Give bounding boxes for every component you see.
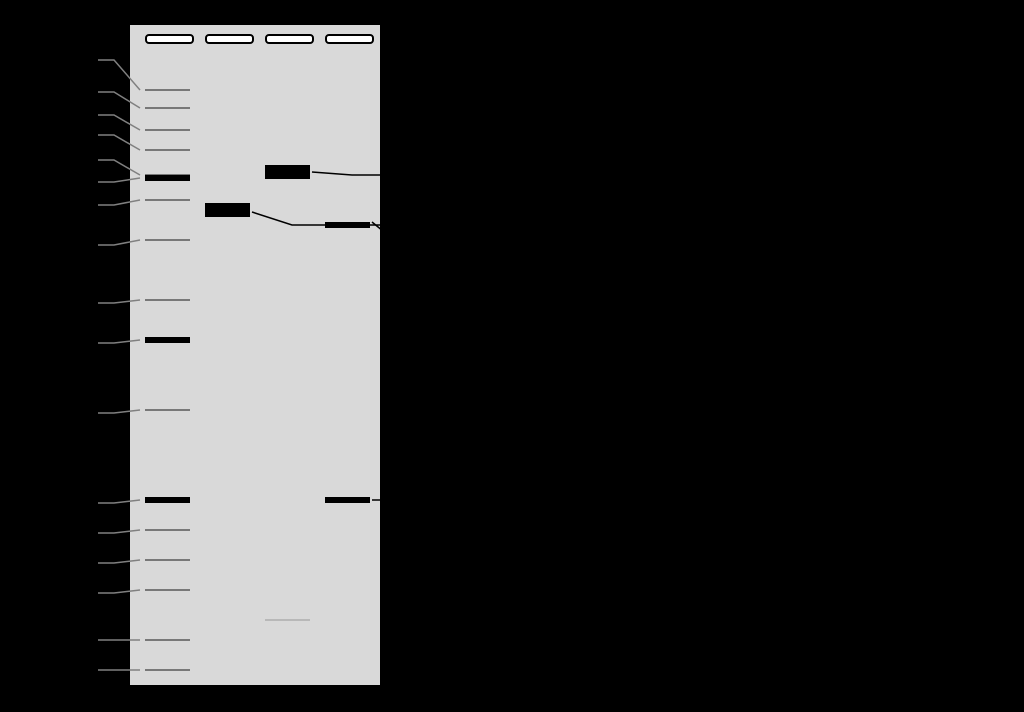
note-0: Agarose: 1.0% • Buffer: 1× TAE • Stain: … <box>440 600 736 615</box>
ladder-label-500: 500 bp <box>0 495 94 510</box>
ladder-band-6000 <box>145 129 190 131</box>
ladder-label-200: 200 bp <box>0 585 94 600</box>
ladder-label-5000: 5000 bp <box>0 127 94 142</box>
ladder-label-750: 750 bp <box>0 405 94 420</box>
band-double-0 <box>325 222 370 228</box>
legend-item-1: Lane 1: 1 kb DNA Ladder (landmarks at 30… <box>440 80 788 95</box>
ladder-band-100 <box>145 639 190 641</box>
ladder-band-2500 <box>145 199 190 201</box>
ladder-label-50: 50 bp <box>0 662 94 677</box>
ladder-label-3000: 3000 bp <box>0 174 94 189</box>
legend-item-4: Lane 4: EcoRI + BamHI double digest — ba… <box>440 146 878 161</box>
ladder-label-8000: 8000 bp <box>0 84 94 99</box>
legend-item-3: Lane 3: EcoRI single digest — linearized… <box>440 124 794 139</box>
annotation-2: backbone ~2.7 kb <box>476 246 587 262</box>
ladder-band-750 <box>145 409 190 411</box>
ladder-label-4000: 4000 bp <box>0 152 94 167</box>
ladder-label-100: 100 bp <box>0 632 94 647</box>
ladder-band-5000 <box>145 149 190 151</box>
ladder-band-3000 <box>145 175 190 181</box>
legend-item-2: Lane 2: Uncut plasmid — supercoiled, run… <box>440 102 828 117</box>
note-1: Run: 110 V, 40 min • Expected insert siz… <box>440 622 724 637</box>
ladder-band-10000 <box>145 89 190 91</box>
ladder-band-50 <box>145 669 190 671</box>
band-uncut-0 <box>205 203 250 217</box>
ladder-label-1000: 1000 bp <box>0 335 94 350</box>
ladder-band-300 <box>145 559 190 561</box>
ladder-band-200 <box>145 589 190 591</box>
ladder-label-2500: 2500 bp <box>0 197 94 212</box>
ladder-label-400: 400 bp <box>0 525 94 540</box>
ladder-band-1000 <box>145 337 190 343</box>
band-single-0 <box>265 165 310 179</box>
ladder-band-500 <box>145 497 190 503</box>
ladder-band-8000 <box>145 107 190 109</box>
ladder-label-300: 300 bp <box>0 555 94 570</box>
annotation-3: insert ~500 bp <box>476 491 565 507</box>
band-single-1 <box>265 619 310 621</box>
ladder-label-10000: 10000 bp <box>0 52 94 67</box>
band-double-1 <box>325 497 370 503</box>
ladder-label-2000: 2000 bp <box>0 237 94 252</box>
ladder-band-1500 <box>145 299 190 301</box>
ladder-band-2000 <box>145 239 190 241</box>
annotation-1: supercoiled (runs ~2.7 kb) <box>476 216 638 232</box>
ladder-label-1500: 1500 bp <box>0 295 94 310</box>
ladder-label-6000: 6000 bp <box>0 107 94 122</box>
figure-title: Expected Results — Cloning Verification <box>440 40 787 61</box>
annotation-0: ~3.2 kb linear <box>476 166 560 182</box>
ladder-band-400 <box>145 529 190 531</box>
